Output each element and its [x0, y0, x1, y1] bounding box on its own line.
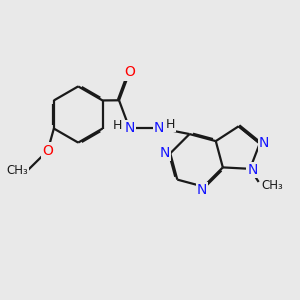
Text: N: N [197, 183, 207, 197]
Text: H: H [112, 119, 122, 132]
Text: O: O [42, 144, 53, 158]
Text: CH₃: CH₃ [6, 164, 28, 177]
Text: H: H [166, 118, 176, 131]
Text: N: N [124, 121, 135, 135]
Text: O: O [124, 65, 135, 80]
Text: N: N [160, 146, 170, 160]
Text: N: N [154, 121, 164, 135]
Text: CH₃: CH₃ [261, 179, 283, 192]
Text: N: N [259, 136, 269, 150]
Text: N: N [247, 163, 258, 177]
